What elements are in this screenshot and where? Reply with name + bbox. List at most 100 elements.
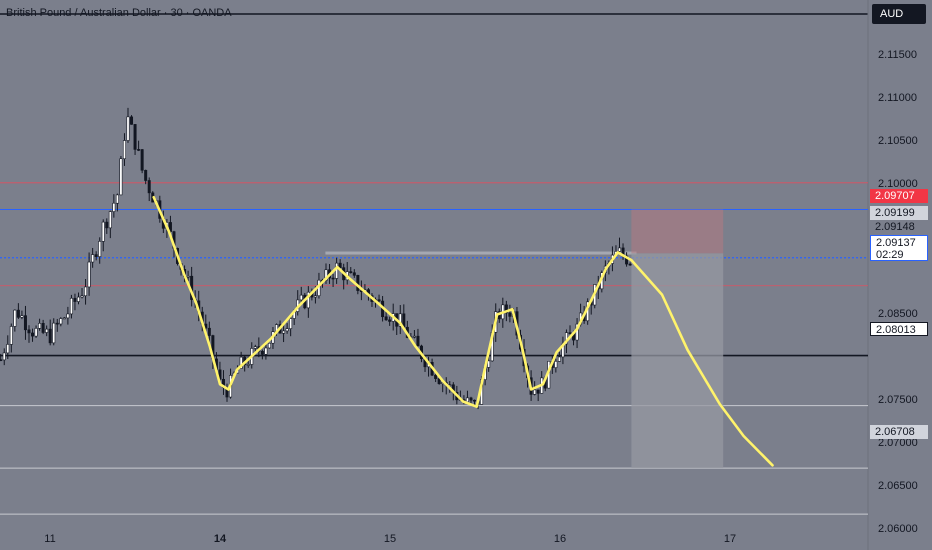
candle-body bbox=[356, 275, 360, 291]
candle-body bbox=[465, 397, 469, 403]
target-zone[interactable] bbox=[631, 253, 724, 469]
candle-body bbox=[260, 350, 264, 355]
x-tick-label: 11 bbox=[44, 533, 56, 545]
candle-body bbox=[23, 315, 27, 331]
candle-body bbox=[137, 149, 141, 151]
candle-body bbox=[76, 296, 80, 302]
y-tick-label: 2.07500 bbox=[878, 393, 918, 406]
candle-body bbox=[2, 352, 6, 361]
y-tick-label: 2.11000 bbox=[878, 92, 917, 105]
candle-body bbox=[55, 322, 59, 325]
candle-body bbox=[16, 309, 20, 318]
y-tick-label: 2.06500 bbox=[878, 480, 918, 492]
prev-close-tag: 2.09148 bbox=[875, 221, 915, 233]
support-price-tag: 2.08013 bbox=[870, 322, 928, 336]
candle-body bbox=[130, 116, 134, 125]
candle-body bbox=[84, 286, 88, 297]
candle-body bbox=[108, 211, 112, 229]
candle-body bbox=[384, 316, 388, 321]
candle-body bbox=[31, 332, 35, 337]
x-tick-label: 16 bbox=[553, 533, 567, 545]
candle-body bbox=[533, 389, 537, 395]
horizontal-levels bbox=[0, 182, 868, 515]
candle-body bbox=[557, 356, 561, 362]
candle-body bbox=[239, 356, 243, 369]
candle-body bbox=[349, 271, 353, 274]
y-tick-label: 2.10500 bbox=[878, 135, 918, 148]
projection-polyline[interactable] bbox=[152, 195, 774, 467]
projection-path[interactable] bbox=[152, 195, 774, 467]
candle-body bbox=[80, 295, 84, 298]
candle-body bbox=[59, 318, 63, 325]
candle-body bbox=[487, 360, 491, 368]
candle-body bbox=[98, 241, 102, 257]
candle-body bbox=[324, 269, 328, 281]
candle-body bbox=[437, 378, 441, 384]
candle-body bbox=[101, 221, 105, 242]
candle-body bbox=[34, 328, 38, 337]
candle-body bbox=[105, 221, 109, 229]
candle-body bbox=[473, 399, 477, 402]
candle-body bbox=[13, 309, 17, 327]
candle-body bbox=[62, 317, 66, 320]
current-price-tag: 2.09137 02:29 bbox=[870, 235, 928, 261]
candle-body bbox=[9, 326, 13, 345]
candle-body bbox=[112, 202, 116, 212]
candlesticks bbox=[0, 107, 632, 410]
candle-body bbox=[282, 330, 286, 334]
candle-body bbox=[335, 262, 339, 279]
candle-body bbox=[94, 254, 98, 257]
candle-body bbox=[168, 222, 172, 232]
stop-zone[interactable] bbox=[631, 209, 724, 254]
candle-body bbox=[504, 304, 508, 314]
target-price-tag: 2.06708 bbox=[870, 425, 928, 439]
candle-body bbox=[568, 332, 572, 335]
candle-body bbox=[122, 140, 126, 160]
candle-body bbox=[144, 169, 148, 181]
candle-body bbox=[73, 297, 77, 302]
candle-body bbox=[133, 124, 137, 150]
currency-badge[interactable]: AUD bbox=[872, 4, 926, 24]
candle-body bbox=[313, 295, 317, 298]
x-tick-label: 17 bbox=[723, 533, 737, 545]
candle-body bbox=[6, 344, 10, 354]
candle-body bbox=[554, 361, 558, 368]
x-tick-label: 14 bbox=[213, 533, 227, 545]
candle-body bbox=[338, 262, 342, 268]
bar-countdown: 02:29 bbox=[876, 249, 904, 261]
candle-body bbox=[299, 294, 303, 301]
candle-body bbox=[52, 322, 56, 344]
candle-body bbox=[38, 323, 42, 329]
candle-body bbox=[87, 261, 91, 288]
y-tick-label: 2.06000 bbox=[878, 523, 918, 536]
candle-body bbox=[66, 313, 70, 319]
candle-body bbox=[352, 272, 356, 276]
candle-body bbox=[536, 389, 540, 394]
candle-body bbox=[186, 275, 190, 278]
candle-body bbox=[119, 158, 123, 196]
candle-body bbox=[508, 312, 512, 317]
candle-body bbox=[45, 328, 49, 333]
candle-body bbox=[398, 313, 402, 327]
candle-body bbox=[207, 327, 211, 336]
candle-body bbox=[617, 247, 621, 252]
x-tick-label: 15 bbox=[383, 533, 397, 545]
candle-body bbox=[264, 347, 268, 355]
y-tick-label: 2.08500 bbox=[878, 307, 918, 320]
candle-body bbox=[434, 374, 438, 379]
candle-body bbox=[69, 297, 73, 315]
entry-price-tag: 2.09199 bbox=[870, 206, 928, 220]
short-position-tool[interactable] bbox=[631, 209, 724, 469]
candle-body bbox=[253, 346, 257, 349]
candle-body bbox=[289, 318, 293, 329]
stop-price-tag: 2.09707 bbox=[870, 189, 928, 203]
candle-body bbox=[27, 329, 31, 334]
candle-body bbox=[48, 328, 52, 344]
candle-body bbox=[285, 328, 289, 332]
y-tick-label: 2.11500 bbox=[878, 49, 917, 61]
candle-body bbox=[331, 277, 335, 280]
candle-body bbox=[416, 335, 420, 347]
candle-body bbox=[147, 180, 151, 194]
